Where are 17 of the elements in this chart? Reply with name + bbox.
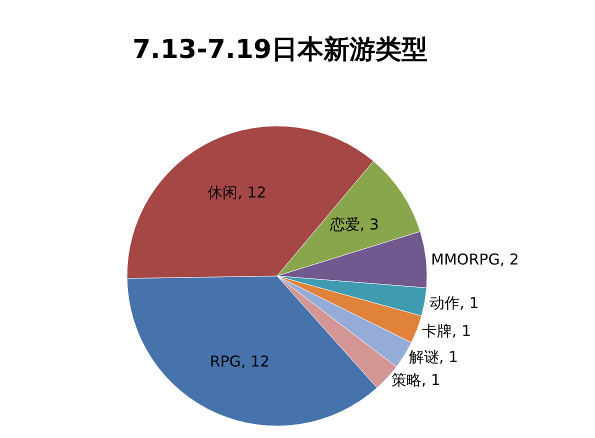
data-label: , 12	[238, 183, 266, 202]
slice-label: 策略	[391, 371, 422, 390]
data-label: , 2	[500, 250, 519, 268]
data-label: , 1	[439, 348, 458, 366]
slice-label: 休闲	[208, 183, 238, 202]
slice-label: RPG	[210, 352, 241, 370]
chart-title: 7.13-7.19日本新游类型	[132, 35, 428, 65]
data-label: , 12	[240, 352, 270, 370]
data-label: , 3	[360, 216, 379, 234]
data-label: , 1	[421, 371, 440, 390]
slice-label: MMORPG	[431, 250, 500, 268]
data-label: , 1	[460, 294, 479, 312]
data-label: , 1	[452, 322, 472, 340]
slice-label: 动作	[430, 294, 460, 312]
slice-label: 恋爱	[328, 216, 360, 234]
slice-label: 解谜	[409, 348, 440, 366]
slice-label: 卡牌	[422, 322, 452, 340]
